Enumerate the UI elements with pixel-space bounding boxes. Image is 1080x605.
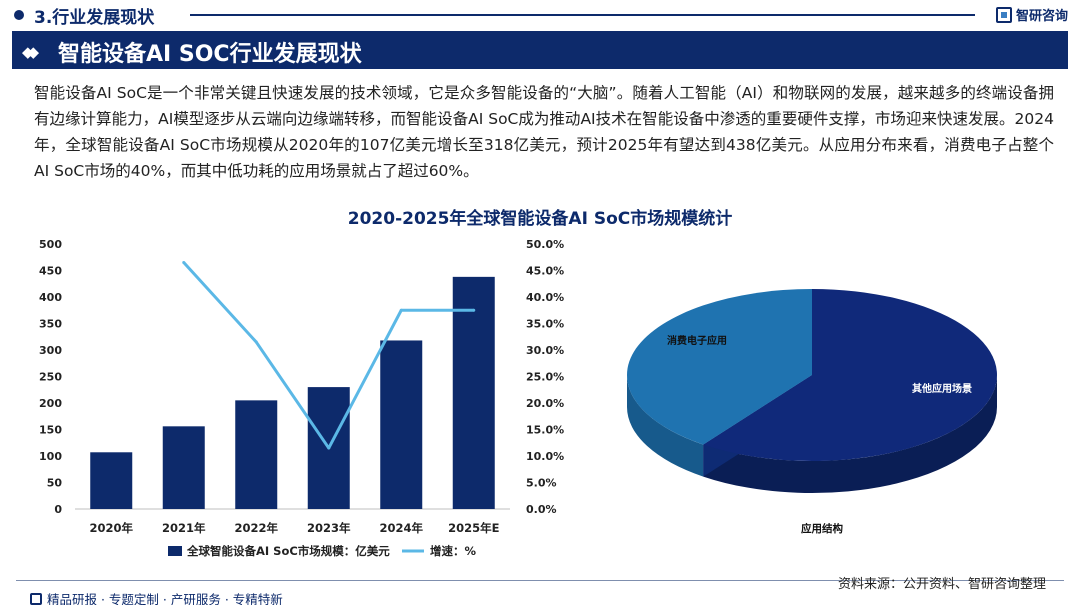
page-title: 智能设备AI SOC行业发展现状 <box>58 42 362 67</box>
y-left-tick-label: 150 <box>39 424 62 437</box>
brand: 智研咨询 <box>995 5 1068 24</box>
footer: 精品研报 · 专题定制 · 产研服务 · 专精特新 <box>0 580 1080 605</box>
section-bullet-icon <box>14 10 24 20</box>
y-right-tick-label: 10.0% <box>526 450 564 463</box>
footer-logo-icon <box>30 592 42 605</box>
pie-title: 应用结构 <box>801 522 843 535</box>
bar <box>380 340 423 509</box>
chart-title: 2020-2025年全球智能设备AI SoC市场规模统计 <box>347 209 733 229</box>
x-tick-label: 2024年 <box>379 521 423 535</box>
header-divider <box>190 14 975 16</box>
brand-name: 智研咨询 <box>1015 9 1068 24</box>
legend-bar-swatch <box>168 546 182 556</box>
pie-side-small <box>627 375 704 477</box>
pie-label-big: 其他应用场景 <box>912 382 972 395</box>
x-tick-label: 2023年 <box>307 521 351 535</box>
y-left-tick-label: 50 <box>47 477 63 490</box>
y-right-tick-label: 30.0% <box>526 344 564 357</box>
y-left-tick-label: 300 <box>39 344 62 357</box>
growth-point <box>399 308 403 312</box>
growth-point <box>182 261 186 265</box>
growth-point <box>254 340 258 344</box>
y-left-tick-label: 450 <box>39 265 62 278</box>
y-left-tick-label: 400 <box>39 291 62 304</box>
y-left-tick-label: 200 <box>39 397 62 410</box>
y-left-tick-label: 350 <box>39 318 62 331</box>
x-tick-label: 2020年 <box>89 521 133 535</box>
footer-tagline-group: 精品研报 · 专题定制 · 产研服务 · 专精特新 <box>30 589 283 605</box>
bar <box>452 276 495 509</box>
growth-point <box>472 308 476 312</box>
y-left-tick-label: 250 <box>39 371 62 384</box>
x-tick-label: 2025年E <box>448 521 500 535</box>
x-tick-label: 2022年 <box>234 521 278 535</box>
section-label: 3.行业发展现状 <box>34 8 155 28</box>
legend-line-label: 增速：% <box>430 544 476 558</box>
pie-slice-small <box>627 289 812 445</box>
pie-label-small: 消费电子应用 <box>667 334 727 347</box>
y-right-tick-label: 45.0% <box>526 265 564 278</box>
y-right-tick-label: 40.0% <box>526 291 564 304</box>
y-right-tick-label: 0.0% <box>526 503 557 516</box>
pie-side-big <box>703 375 997 493</box>
bar <box>162 426 205 509</box>
top-header: 3.行业发展现状 智研咨询 <box>0 0 1080 30</box>
y-right-tick-label: 5.0% <box>526 477 557 490</box>
y-right-tick-label: 20.0% <box>526 397 564 410</box>
brand-logo-icon <box>995 6 1012 23</box>
intro-paragraph: 智能设备AI SoC是一个非常关键且快速发展的技术领域，它是众多智能设备的“大脑… <box>34 84 1054 180</box>
page-title-bar: ◆◆ 智能设备AI SOC行业发展现状 <box>12 31 1068 69</box>
growth-point <box>327 446 331 450</box>
pie-slice-big <box>703 289 998 461</box>
footer-divider <box>16 580 1064 581</box>
footer-tagline: 精品研报 · 专题定制 · 产研服务 · 专精特新 <box>47 592 283 605</box>
y-left-tick-label: 100 <box>39 450 62 463</box>
y-right-tick-label: 35.0% <box>526 318 564 331</box>
x-tick-label: 2021年 <box>162 521 206 535</box>
chart-canvas: 0 50 100 150 200 250 300 350 400 450 500 0.0% 5.0% 10… <box>39 238 998 558</box>
y-right-tick-label: 50.0% <box>526 238 564 251</box>
y-left-tick-label: 500 <box>39 238 62 251</box>
y-left-tick-label: 0 <box>54 503 62 516</box>
legend-bar-label: 全球智能设备AI SoC市场规模：亿美元 <box>186 544 390 558</box>
bar <box>90 452 133 509</box>
diamond-icon: ◆◆ <box>22 43 39 61</box>
bar <box>235 400 278 509</box>
y-right-tick-label: 15.0% <box>526 424 564 437</box>
source-note: 资料来源：公开资料、智研咨询整理 <box>837 577 1046 592</box>
y-right-tick-label: 25.0% <box>526 371 564 384</box>
